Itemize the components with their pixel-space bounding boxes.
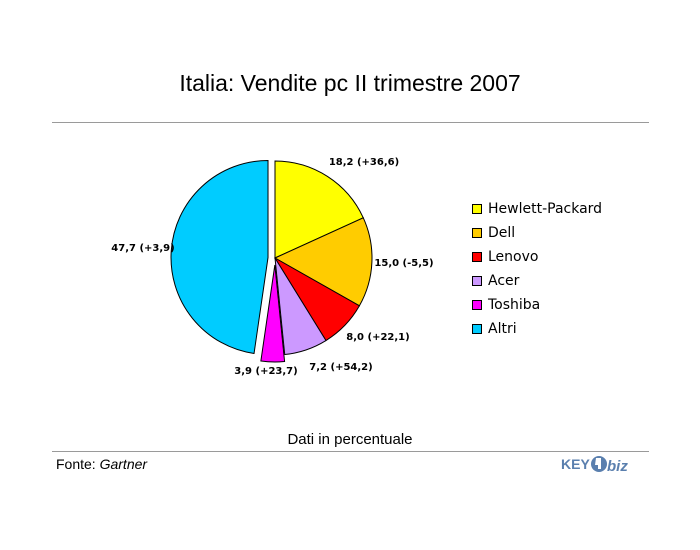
legend-label: Toshiba [488,297,541,313]
legend-item-lenovo: Lenovo [472,245,602,269]
legend-item-hewlett-packard: Hewlett-Packard [472,197,602,221]
logo-text-left: KEY [561,456,590,472]
chart-note: Dati in percentuale [287,431,413,448]
bottom-divider [52,451,649,452]
legend-swatch [472,276,482,286]
pie-slice-toshiba [260,264,286,363]
data-label-dell: 15,0 (-5,5) [374,258,433,269]
data-label-hewlett-packard: 18,2 (+36,6) [329,157,399,168]
chart-title: Italia: Vendite pc II trimestre 2007 [179,70,521,96]
source-name: Gartner [99,456,148,472]
pie-slice-dell [273,217,373,307]
legend-swatch [472,300,482,310]
pie-slice-acer [274,257,327,356]
key4biz-logo: KEY biz [561,456,628,475]
legend-swatch [472,252,482,262]
data-label-altri: 47,7 (+3,9) [111,243,174,254]
legend-label: Dell [488,225,516,241]
chart-legend: Hewlett-Packard Dell Lenovo Acer Toshiba Altr… [472,197,602,341]
pie-slice-hewlett-packard [274,160,364,259]
legend-swatch [472,324,482,334]
source-label: Fonte: [56,456,96,472]
legend-item-acer: Acer [472,269,602,293]
legend-swatch [472,204,482,214]
data-label-acer: 7,2 (+54,2) [309,362,372,373]
source-credit: Fonte: Gartner [56,456,147,472]
legend-item-dell: Dell [472,221,602,245]
data-label-lenovo: 8,0 (+22,1) [346,332,409,343]
legend-item-altri: Altri [472,317,602,341]
pie-slice-altri [170,159,269,355]
data-label-toshiba: 3,9 (+23,7) [234,366,297,377]
legend-item-toshiba: Toshiba [472,293,602,317]
legend-label: Altri [488,321,517,337]
legend-label: Hewlett-Packard [488,201,603,217]
top-divider [52,122,649,123]
logo-text-right: biz [607,458,628,475]
legend-label: Lenovo [488,249,539,265]
logo-four-glyph [595,458,601,469]
legend-label: Acer [488,273,520,289]
legend-swatch [472,228,482,238]
